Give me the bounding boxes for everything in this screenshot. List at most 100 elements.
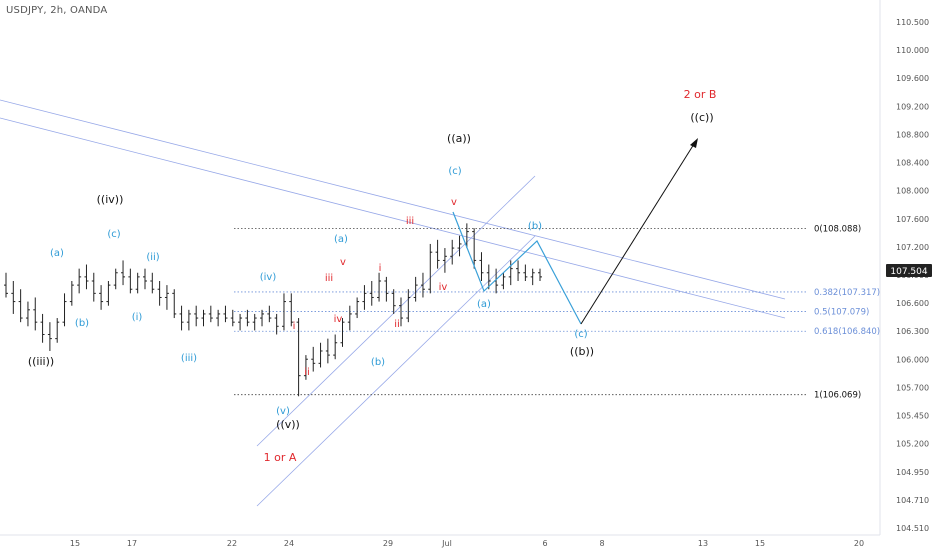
price-tick-label: 107.600 (896, 215, 929, 224)
ohlc-bar-44 (325, 338, 330, 364)
ohlc-bar-0 (4, 272, 8, 298)
time-tick-label: 17 (127, 539, 137, 548)
ohlc-bar-66 (486, 264, 491, 290)
ohlc-bar-1 (11, 280, 16, 314)
ohlc-bar-55 (406, 289, 411, 323)
ohlc-bar-15 (113, 268, 118, 290)
wave-label-18: (b) (371, 357, 385, 368)
wave-label-6: ((iv)) (97, 193, 124, 206)
time-tick-label: Jul (441, 539, 452, 548)
ohlc-bar-10 (77, 268, 82, 294)
ohlc-bars (4, 223, 542, 397)
ohlc-bar-4 (33, 297, 38, 331)
ohlc-bar-29 (216, 309, 221, 327)
ohlc-bar-2 (18, 289, 23, 323)
ohlc-bar-13 (99, 285, 104, 310)
fib-label-2: 0.5(107.079) (814, 308, 869, 318)
ohlc-bar-38 (281, 293, 286, 331)
ohlc-bar-12 (91, 272, 96, 302)
ohlc-bar-40 (296, 318, 301, 397)
ohlc-bar-48 (355, 297, 360, 319)
wave-label-0: (a) (50, 248, 64, 259)
wave-label-8: (iv) (260, 272, 277, 283)
ohlc-bar-62 (457, 235, 462, 257)
price-tick-label: 104.950 (896, 468, 929, 477)
ohlc-bar-31 (230, 309, 235, 327)
wave-label-1: (b) (75, 318, 89, 329)
ohlc-bar-53 (391, 289, 396, 314)
ohlc-bar-19 (142, 268, 147, 290)
ohlc-bar-27 (201, 309, 206, 327)
channel-line-0 (0, 99, 786, 300)
channel-line-2 (256, 175, 536, 447)
price-tick-label: 108.400 (896, 159, 929, 168)
wave-label-27: (b) (528, 221, 542, 232)
wave-label-31: ((c)) (690, 111, 713, 124)
ohlc-bar-7 (55, 318, 60, 343)
ohlc-bar-36 (267, 305, 272, 323)
ohlc-bar-43 (318, 342, 323, 368)
ohlc-bar-21 (157, 280, 162, 306)
wave-label-12: i (293, 321, 296, 332)
fib-retracement: 0(108.088) 0.382(107.317) 0.5(107.079) 0.61… (234, 224, 880, 401)
ohlc-bar-32 (238, 313, 243, 331)
last-price-tag-text: 107.504 (890, 267, 927, 277)
fib-label-1: 0.382(107.317) (814, 288, 880, 298)
fib-label-3: 0.618(106.840) (814, 327, 880, 337)
wave-label-30: 2 or B (684, 88, 717, 101)
time-axis[interactable]: 15 17 22 24 29 Jul 6 8 13 15 20 (0, 534, 880, 548)
wave-label-16: v (340, 257, 346, 268)
fib-label-0: 0(108.088) (814, 224, 861, 234)
wave-label-7: ((iii)) (28, 355, 54, 368)
ohlc-bar-65 (479, 252, 484, 281)
ohlc-bar-6 (47, 322, 52, 351)
ohlc-bar-30 (223, 305, 228, 323)
time-tick-label: 24 (284, 539, 294, 548)
ohlc-bar-46 (340, 318, 345, 347)
last-price-tag-bg (886, 264, 932, 277)
price-tick-label: 110.500 (896, 18, 929, 27)
wave-label-23: v (451, 197, 457, 208)
ohlc-bar-25 (186, 309, 191, 331)
ohlc-bar-72 (530, 268, 535, 286)
ohlc-bar-71 (523, 264, 528, 281)
ohlc-bar-3 (25, 301, 30, 327)
fib-label-4: 1(106.069) (814, 391, 861, 401)
symbol-title: USDJPY, 2h, OANDA (6, 5, 108, 16)
ohlc-bar-64 (472, 228, 477, 269)
wave-projection (452, 138, 698, 325)
wave-label-29: ((b)) (570, 345, 594, 358)
ohlc-bar-34 (252, 313, 257, 331)
ohlc-bar-45 (333, 334, 338, 360)
wave-label-14: iii (325, 273, 333, 284)
ohlc-bar-58 (428, 243, 433, 294)
wave-label-26: (a) (477, 299, 491, 310)
time-tick-label: 20 (854, 539, 864, 548)
price-tick-label: 106.000 (896, 355, 929, 364)
price-tick-label: 110.000 (896, 46, 929, 55)
ohlc-bar-28 (208, 305, 213, 323)
ohlc-bar-16 (121, 260, 126, 286)
wave-label-20: ii (394, 319, 400, 330)
price-tick-label: 104.710 (896, 496, 929, 505)
wave-label-3: (ii) (146, 252, 159, 263)
ohlc-bar-8 (62, 293, 67, 327)
price-tick-label: 107.200 (896, 243, 929, 252)
ohlc-bar-5 (40, 313, 45, 343)
price-tick-label: 106.600 (896, 299, 929, 308)
ohlc-bar-50 (369, 280, 374, 306)
trend-channels (0, 99, 786, 507)
ohlc-bar-24 (179, 305, 184, 331)
price-tick-label: 106.300 (896, 327, 929, 336)
ohlc-bar-22 (164, 285, 169, 310)
ohlc-bar-51 (377, 272, 382, 302)
wave-label-9: (v) (276, 406, 290, 417)
ohlc-bar-57 (420, 272, 425, 298)
wave-labels: (a) (b) (c) (ii) (i) (iii) ((iv)) ((iii)) (iv) (v… (28, 88, 717, 464)
ohlc-bar-20 (150, 272, 155, 294)
wave-label-25: ((a)) (447, 132, 471, 145)
ohlc-bar-68 (501, 272, 506, 290)
price-tick-label: 105.200 (896, 440, 929, 449)
ohlc-bar-56 (413, 276, 418, 302)
